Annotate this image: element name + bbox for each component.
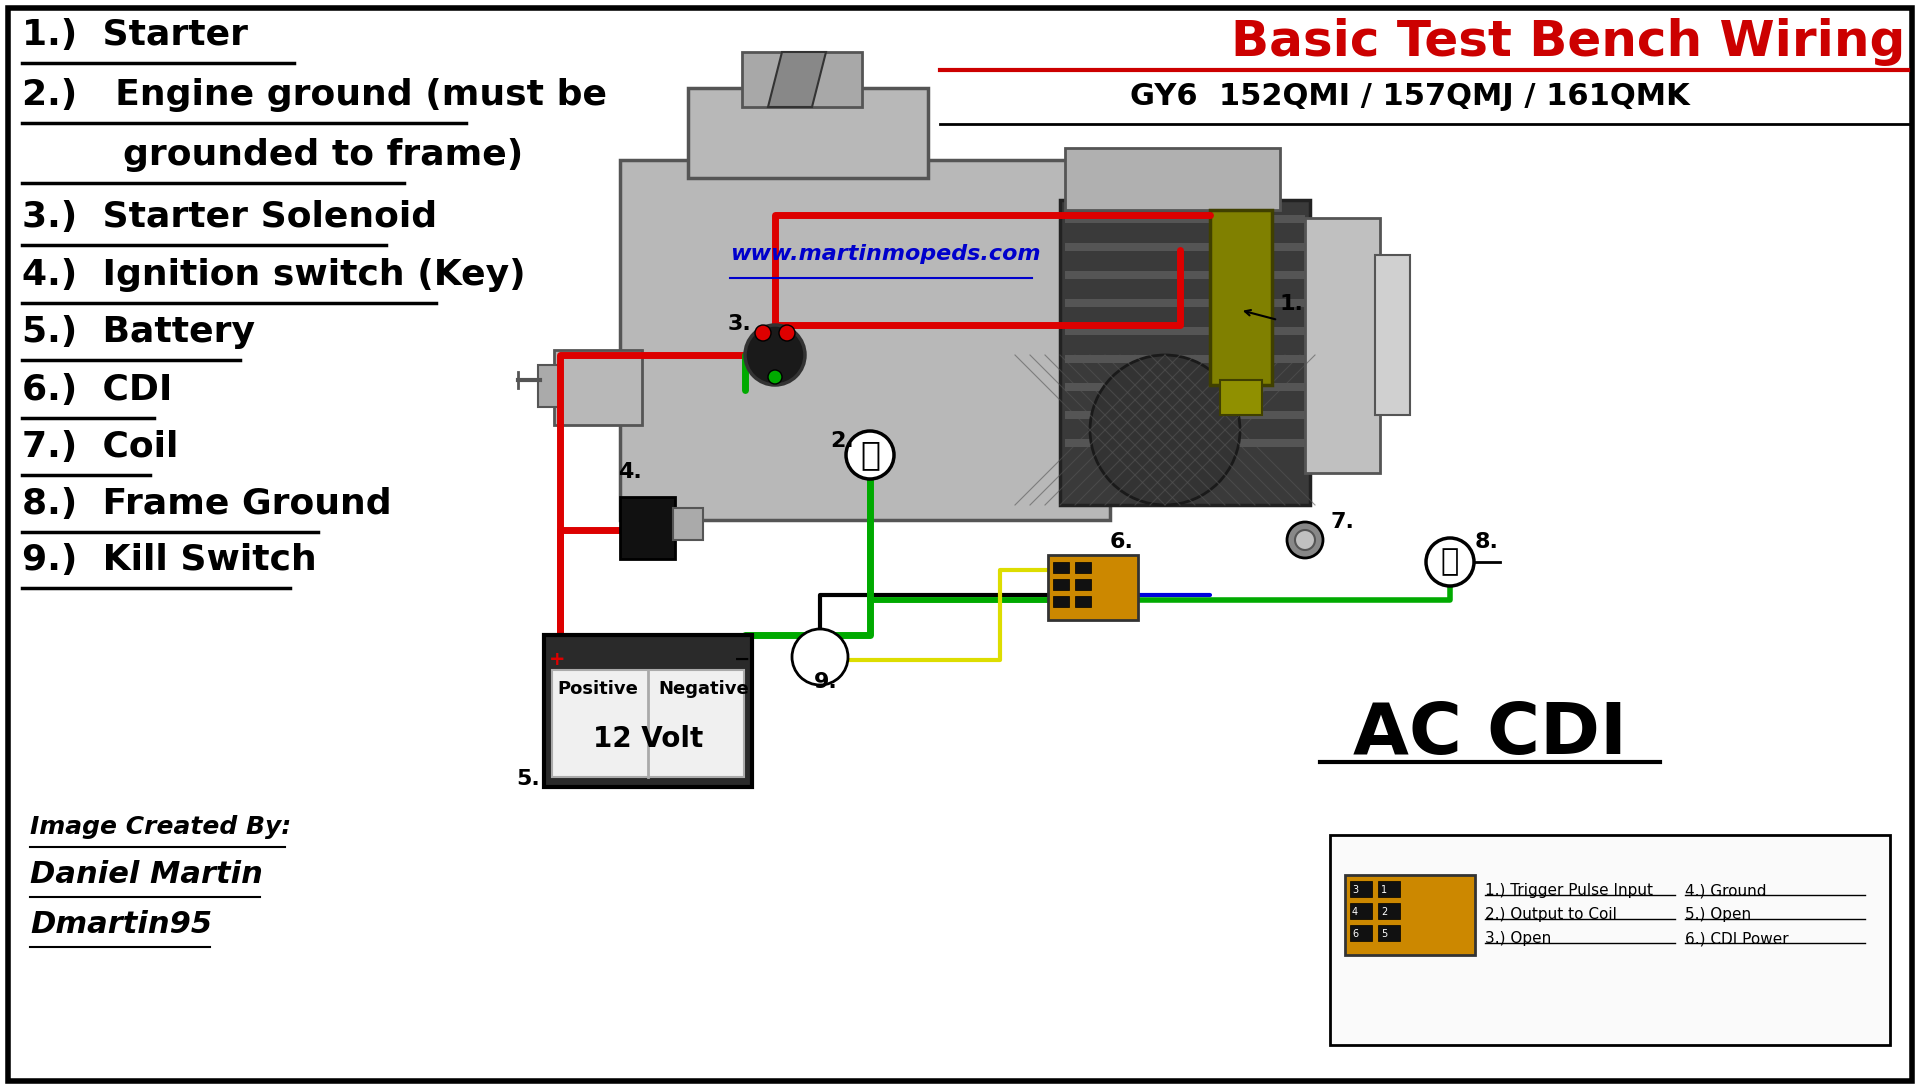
Bar: [1350, 903, 1373, 919]
Bar: [1210, 210, 1271, 386]
Bar: [1052, 596, 1069, 607]
Bar: [1075, 579, 1091, 590]
Text: 12 Volt: 12 Volt: [593, 725, 703, 752]
Text: Daniel Martin: Daniel Martin: [31, 860, 263, 889]
Text: 8.)  Frame Ground: 8.) Frame Ground: [21, 487, 392, 521]
Text: 2: 2: [1380, 907, 1388, 917]
Text: 6.) CDI Power: 6.) CDI Power: [1686, 931, 1789, 946]
Circle shape: [768, 370, 781, 384]
Text: Image Created By:: Image Created By:: [31, 815, 292, 839]
Text: 3.)  Starter Solenoid: 3.) Starter Solenoid: [21, 200, 438, 234]
Text: grounded to frame): grounded to frame): [21, 138, 524, 172]
Bar: [1066, 271, 1306, 279]
Bar: [1075, 562, 1091, 573]
Text: GY6  152QMI / 157QMJ / 161QMK: GY6 152QMI / 157QMJ / 161QMK: [1131, 82, 1690, 111]
Bar: [1066, 148, 1281, 210]
Bar: [1052, 579, 1069, 590]
Text: −: −: [733, 650, 751, 669]
Text: 5.: 5.: [516, 769, 540, 790]
Text: 4.)  Ignition switch (Key): 4.) Ignition switch (Key): [21, 258, 526, 292]
Bar: [1066, 327, 1306, 335]
Bar: [1331, 835, 1889, 1045]
Bar: [1066, 355, 1306, 363]
Text: Negative: Negative: [659, 680, 749, 698]
Text: 3.: 3.: [728, 314, 753, 334]
Bar: [1379, 925, 1400, 941]
Bar: [543, 635, 753, 787]
Text: 6.)  CDI: 6.) CDI: [21, 374, 173, 407]
Text: www.martinmopeds.com: www.martinmopeds.com: [730, 244, 1041, 264]
Bar: [1066, 411, 1306, 419]
Circle shape: [1427, 538, 1475, 586]
Circle shape: [1091, 355, 1240, 505]
Bar: [1375, 255, 1409, 415]
Text: 7.: 7.: [1331, 512, 1354, 533]
Text: Dmartin95: Dmartin95: [31, 910, 211, 939]
Text: Basic Test Bench Wiring: Basic Test Bench Wiring: [1231, 19, 1905, 66]
Bar: [741, 52, 862, 107]
Text: 1.: 1.: [1281, 294, 1304, 314]
Bar: [1379, 903, 1400, 919]
Bar: [674, 507, 703, 540]
Bar: [1066, 383, 1306, 391]
Text: 5.)  Battery: 5.) Battery: [21, 315, 255, 348]
Circle shape: [780, 325, 795, 341]
Bar: [538, 365, 561, 407]
Circle shape: [1286, 522, 1323, 558]
Text: 3: 3: [1352, 885, 1357, 895]
Bar: [1048, 555, 1139, 620]
Text: AC CDI: AC CDI: [1354, 700, 1626, 769]
Circle shape: [745, 325, 804, 386]
Bar: [553, 670, 745, 776]
Bar: [620, 497, 676, 559]
Text: 3.) Open: 3.) Open: [1484, 931, 1551, 946]
Text: 2.) Output to Coil: 2.) Output to Coil: [1484, 907, 1617, 922]
Text: 6.: 6.: [1110, 533, 1135, 552]
Bar: [620, 160, 1110, 521]
Text: 6: 6: [1352, 929, 1357, 939]
Text: 5.) Open: 5.) Open: [1686, 907, 1751, 922]
Text: 4.: 4.: [618, 462, 641, 482]
Bar: [1060, 200, 1309, 505]
Bar: [1379, 881, 1400, 897]
Bar: [1346, 874, 1475, 955]
Text: 2.)   Engine ground (must be: 2.) Engine ground (must be: [21, 78, 607, 112]
Circle shape: [847, 431, 895, 479]
Bar: [1066, 215, 1306, 223]
Bar: [555, 350, 641, 425]
Text: ⏚: ⏚: [1440, 548, 1459, 576]
Bar: [1219, 380, 1261, 415]
Text: 5: 5: [1380, 929, 1388, 939]
Text: 9.)  Kill Switch: 9.) Kill Switch: [21, 543, 317, 577]
Bar: [1052, 562, 1069, 573]
Text: Positive: Positive: [557, 680, 639, 698]
Text: 1.) Trigger Pulse Input: 1.) Trigger Pulse Input: [1484, 883, 1653, 898]
Bar: [1306, 218, 1380, 473]
Text: 7.)  Coil: 7.) Coil: [21, 430, 179, 464]
Polygon shape: [768, 52, 826, 107]
Text: ⏚: ⏚: [860, 439, 879, 472]
Bar: [687, 88, 927, 178]
Text: +: +: [549, 650, 566, 669]
Bar: [1066, 299, 1306, 307]
Bar: [1066, 243, 1306, 250]
Text: 4.) Ground: 4.) Ground: [1686, 883, 1766, 898]
Bar: [1066, 439, 1306, 446]
Text: 9.: 9.: [814, 672, 837, 692]
Bar: [1350, 925, 1373, 941]
Text: 4: 4: [1352, 907, 1357, 917]
Text: 1.)  Starter: 1.) Starter: [21, 19, 248, 52]
Text: 8.: 8.: [1475, 533, 1500, 552]
Text: 2.: 2.: [829, 431, 854, 451]
Circle shape: [791, 629, 849, 685]
Bar: [1350, 881, 1373, 897]
Text: 1: 1: [1380, 885, 1386, 895]
Circle shape: [755, 325, 772, 341]
Bar: [1075, 596, 1091, 607]
Circle shape: [1294, 530, 1315, 550]
